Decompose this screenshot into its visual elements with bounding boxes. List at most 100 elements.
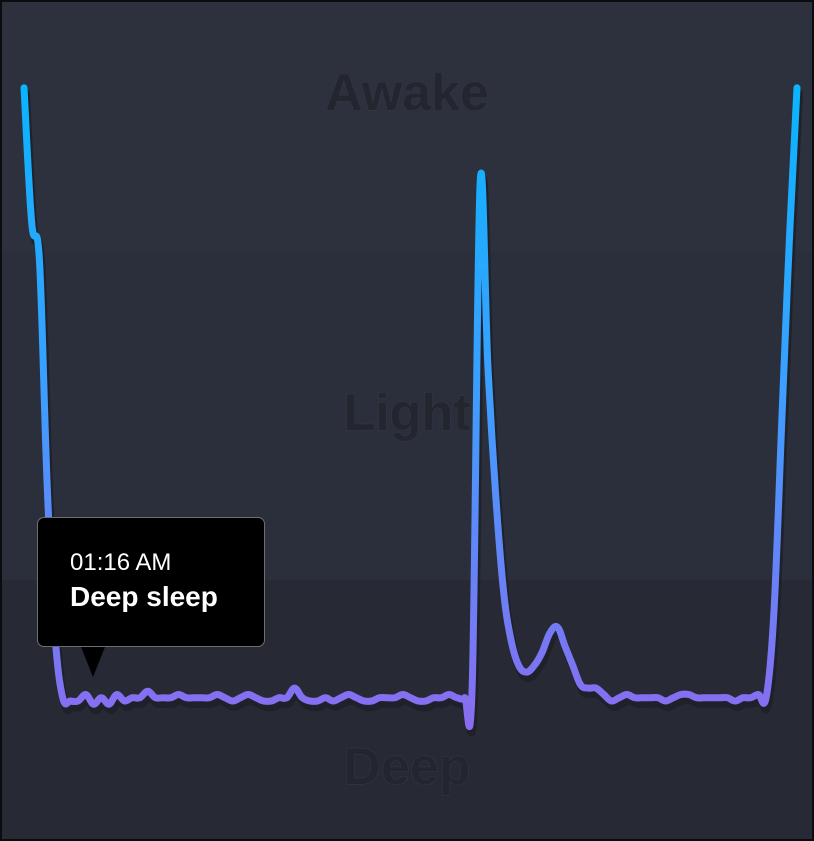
sleep-point-40 xyxy=(331,699,335,703)
tooltip-stage: Deep sleep xyxy=(70,581,218,612)
sleep-point-20 xyxy=(177,693,181,697)
sleep-point-42 xyxy=(347,693,351,697)
tooltip-arrow xyxy=(81,647,105,677)
sleep-point-73 xyxy=(586,686,590,690)
sleep-point-44 xyxy=(362,699,366,703)
sleep-point-52 xyxy=(424,699,428,703)
sleep-point-55 xyxy=(447,693,451,697)
sleep-point-79 xyxy=(633,696,637,700)
sleep-point-18 xyxy=(161,696,165,700)
sleep-point-34 xyxy=(285,696,289,700)
sleep-point-10 xyxy=(99,696,103,700)
sleep-point-30 xyxy=(254,696,258,700)
sleep-point-72 xyxy=(579,683,583,687)
sleep-point-43 xyxy=(354,696,358,700)
sleep-point-8 xyxy=(84,693,88,697)
sleep-point-67 xyxy=(540,651,544,655)
sleep-point-36 xyxy=(300,696,304,700)
sleep-line xyxy=(20,84,801,731)
sleep-point-21 xyxy=(184,696,188,700)
sleep-point-25 xyxy=(215,693,219,697)
band-label-light: Light xyxy=(343,384,470,442)
sleep-point-77 xyxy=(617,696,621,700)
sleep-point-97 xyxy=(772,612,776,616)
tooltip: 01:16 AM Deep sleep xyxy=(37,517,265,647)
sleep-point-83 xyxy=(664,699,668,703)
sleep-point-95 xyxy=(756,693,760,697)
sleep-point-9 xyxy=(92,702,96,706)
sleep-point-47 xyxy=(385,696,389,700)
sleep-point-56 xyxy=(455,696,459,700)
sleep-point-16 xyxy=(146,689,150,693)
sleep-point-45 xyxy=(370,699,374,703)
sleep-point-32 xyxy=(269,699,273,703)
sleep-point-90 xyxy=(718,696,722,700)
sleep-point-12 xyxy=(115,693,119,697)
sleep-point-93 xyxy=(741,696,745,700)
sleep-point-98 xyxy=(780,426,784,430)
sleep-point-49 xyxy=(401,693,405,697)
sleep-point-48 xyxy=(393,696,397,700)
sleep-point-64 xyxy=(517,664,521,668)
sleep-point-78 xyxy=(625,693,629,697)
sleep-point-19 xyxy=(169,696,173,700)
sleep-point-7 xyxy=(76,699,80,703)
sleep-point-15 xyxy=(138,696,142,700)
sleep-point-66 xyxy=(532,664,536,668)
sleep-point-71 xyxy=(571,664,575,668)
sleep-point-29 xyxy=(246,693,250,697)
tooltip-time: 01:16 AM xyxy=(70,549,172,576)
sleep-point-54 xyxy=(439,696,443,700)
sleep-point-82 xyxy=(656,696,660,700)
sleep-point-31 xyxy=(262,699,266,703)
sleep-point-96 xyxy=(764,696,768,700)
sleep-point-91 xyxy=(725,696,729,700)
sleep-point-14 xyxy=(130,696,134,700)
sleep-point-86 xyxy=(687,693,691,697)
sleep-point-46 xyxy=(378,696,382,700)
sleep-point-74 xyxy=(594,686,598,690)
sleep-point-75 xyxy=(602,693,606,697)
sleep-point-37 xyxy=(308,699,312,703)
band-label-deep: Deep xyxy=(343,738,470,796)
sleep-point-28 xyxy=(238,696,242,700)
band-awake xyxy=(2,2,812,252)
sleep-point-1 xyxy=(30,221,34,225)
sleep-point-88 xyxy=(702,696,706,700)
sleep-point-51 xyxy=(416,699,420,703)
sleep-point-60 xyxy=(486,362,490,366)
sleep-point-68 xyxy=(548,632,552,636)
sleep-point-69 xyxy=(555,625,559,629)
sleep-point-89 xyxy=(710,696,714,700)
sleep-point-38 xyxy=(316,699,320,703)
sleep-point-41 xyxy=(339,696,343,700)
sleep-point-6 xyxy=(68,699,72,703)
sleep-point-22 xyxy=(192,696,196,700)
sleep-point-35 xyxy=(293,686,297,690)
sleep-point-100 xyxy=(795,86,799,90)
sleep-point-61 xyxy=(494,490,498,494)
sleep-point-39 xyxy=(324,696,328,700)
sleep-point-63 xyxy=(509,638,513,642)
sleep-point-92 xyxy=(733,699,737,703)
sleep-point-84 xyxy=(671,696,675,700)
sleep-point-50 xyxy=(409,696,413,700)
sleep-point-99 xyxy=(787,240,791,244)
band-label-awake: Awake xyxy=(325,64,489,122)
sleep-point-5 xyxy=(61,696,65,700)
sleep-point-59 xyxy=(478,182,482,186)
sleep-point-81 xyxy=(648,696,652,700)
sleep-point-27 xyxy=(231,699,235,703)
sleep-point-58 xyxy=(470,680,474,684)
sleep-point-70 xyxy=(563,644,567,648)
sleep-point-3 xyxy=(45,484,49,488)
sleep-point-24 xyxy=(208,696,212,700)
sleep-point-33 xyxy=(277,696,281,700)
sleep-point-17 xyxy=(153,696,157,700)
sleep-point-94 xyxy=(749,696,753,700)
sleep-point-2 xyxy=(38,259,42,263)
sleep-point-53 xyxy=(432,696,436,700)
sleep-point-57 xyxy=(463,696,467,700)
